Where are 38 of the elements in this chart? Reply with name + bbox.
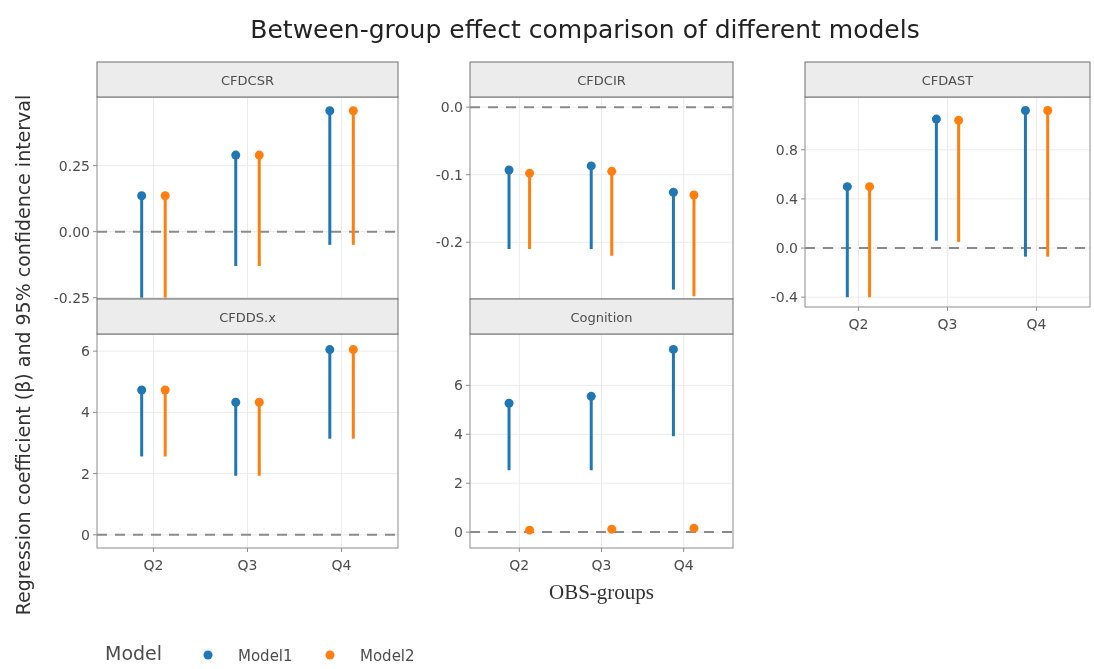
y-tick-label: 4 bbox=[454, 426, 464, 443]
y-tick-label: 0.8 bbox=[775, 141, 798, 158]
x-tick-label: Q3 bbox=[237, 557, 258, 573]
x-tick-label: Q4 bbox=[331, 557, 352, 573]
y-tick-label: 6 bbox=[81, 343, 91, 360]
y-tick-label: 2 bbox=[454, 475, 463, 492]
legend-title: Model bbox=[105, 642, 163, 664]
chart-subtitle: CFDCSR bbox=[221, 72, 274, 88]
y-tick-label: 2 bbox=[81, 465, 90, 482]
y-tick-label: 0.00 bbox=[58, 223, 90, 240]
y-tick-label: -0.1 bbox=[435, 166, 463, 183]
y-tick-label: 0 bbox=[81, 526, 90, 543]
x-tick-label: Q2 bbox=[848, 316, 869, 332]
chart-subtitle: CFDCIR bbox=[577, 72, 626, 88]
chart-subtitle: Cognition bbox=[570, 309, 633, 325]
y-tick-label: 0.4 bbox=[775, 190, 799, 207]
text: Between-group effect comparison of different models bbox=[250, 15, 920, 44]
legend-label: Model1 bbox=[238, 647, 293, 665]
y-axis-title: Regression coefficient (β) and 95% confidence interval bbox=[12, 94, 34, 616]
y-tick-label: 0 bbox=[454, 524, 463, 541]
chart-subtitle: CFDAST bbox=[921, 72, 974, 88]
chart-subtitle: CFDDS.x bbox=[219, 309, 277, 325]
y-tick-label: 4 bbox=[81, 404, 91, 421]
x-tick-label: Q3 bbox=[591, 557, 612, 573]
x-tick-label: Q4 bbox=[1026, 316, 1047, 332]
y-tick-label: -0.4 bbox=[770, 289, 799, 306]
y-tick-label: 0.0 bbox=[775, 240, 798, 257]
x-tick-label: Q2 bbox=[509, 557, 530, 573]
y-tick-label: 6 bbox=[454, 377, 464, 394]
y-tick-label: 0.0 bbox=[440, 99, 463, 116]
x-axis-title: OBS-groups bbox=[548, 580, 655, 604]
legend-label: Model2 bbox=[360, 647, 415, 665]
y-tick-label: 0.25 bbox=[58, 157, 90, 174]
x-tick-label: Q2 bbox=[143, 557, 164, 573]
y-tick-label: -0.25 bbox=[53, 289, 90, 306]
x-tick-label: Q4 bbox=[673, 557, 694, 573]
y-tick-label: -0.2 bbox=[435, 234, 463, 251]
x-tick-label: Q3 bbox=[937, 316, 958, 332]
